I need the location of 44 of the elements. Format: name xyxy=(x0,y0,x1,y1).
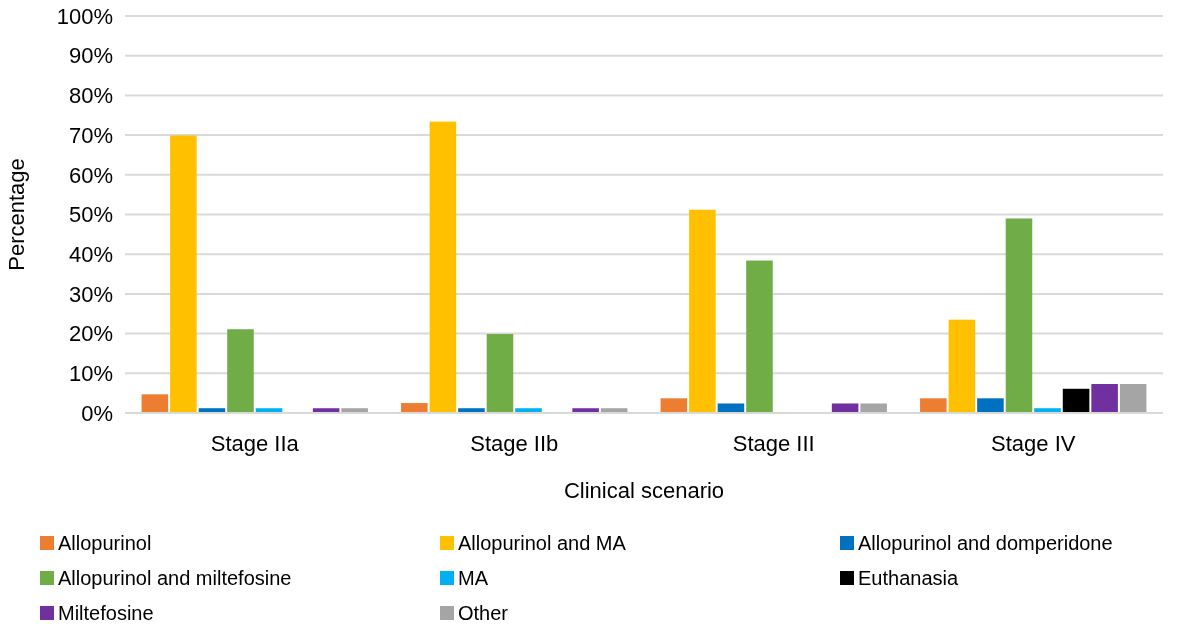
bar xyxy=(1005,218,1033,413)
y-tick-label: 20% xyxy=(68,321,113,347)
bar xyxy=(920,398,947,413)
x-tick-label: Stage III xyxy=(732,431,815,456)
y-tick-label: 100% xyxy=(56,3,113,29)
bar xyxy=(141,394,169,413)
legend-label: Allopurinol and miltefosine xyxy=(58,567,292,589)
bar xyxy=(977,398,1004,413)
bar xyxy=(429,121,457,413)
y-tick-label: 50% xyxy=(68,202,113,228)
y-tick-label: 90% xyxy=(68,43,113,69)
bar xyxy=(717,403,745,413)
x-axis-title: Clinical scenario xyxy=(563,478,725,503)
bar xyxy=(831,403,859,413)
bar xyxy=(1091,384,1118,413)
bar xyxy=(948,319,976,413)
y-tick-label: 80% xyxy=(68,83,113,109)
bar xyxy=(1119,384,1147,413)
bar xyxy=(860,403,887,413)
bar xyxy=(746,260,773,413)
bar xyxy=(227,329,254,413)
legend-label: Euthanasia xyxy=(858,567,959,589)
y-tick-label: 10% xyxy=(68,361,113,386)
legend-label: Allopurinol and MA xyxy=(458,532,627,554)
y-tick-label: 0% xyxy=(81,400,113,426)
bar xyxy=(486,334,514,413)
legend-label: Other xyxy=(458,602,509,624)
y-tick-label: 60% xyxy=(68,162,113,188)
legend-label: Miltefosine xyxy=(58,602,154,624)
legend-label: Allopurinol and domperidone xyxy=(858,532,1113,554)
bar xyxy=(1062,388,1090,413)
bar xyxy=(689,209,716,413)
legend-label: Allopurinol xyxy=(58,532,152,554)
bar xyxy=(401,403,428,413)
legend-label: MA xyxy=(458,567,489,589)
x-tick-label: Stage IIa xyxy=(210,431,300,456)
bar xyxy=(660,398,688,413)
bar xyxy=(170,135,197,413)
x-tick-label: Stage IV xyxy=(991,431,1076,456)
x-tick-label: Stage IIb xyxy=(470,431,559,456)
y-tick-label: 40% xyxy=(68,241,113,267)
y-axis-title: Percentage xyxy=(4,158,29,271)
y-tick-label: 30% xyxy=(68,281,113,307)
y-tick-label: 70% xyxy=(68,122,113,148)
